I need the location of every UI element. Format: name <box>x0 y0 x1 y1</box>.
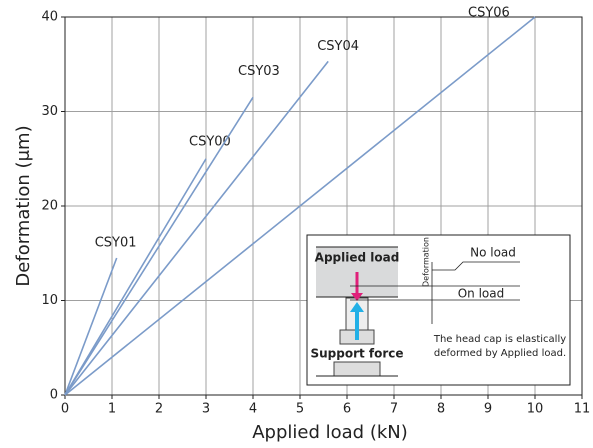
x-tick-label: 4 <box>249 402 257 417</box>
inset-diagram: Applied load Deformation No load On load… <box>306 234 571 386</box>
y-tick-label: 40 <box>41 10 58 25</box>
load-arrow-head <box>351 293 363 301</box>
support-arrow-head <box>350 302 364 312</box>
y-axis-title: Deformation (μm) <box>13 125 34 286</box>
base <box>333 361 381 377</box>
x-tick-label: 7 <box>390 402 398 417</box>
y-tick-label: 10 <box>41 293 58 308</box>
series-label: CSY03 <box>238 64 280 79</box>
plot-frame <box>64 16 583 396</box>
label-deformation: Deformation <box>422 237 431 287</box>
x-tick-label: 2 <box>155 402 163 417</box>
series-line <box>64 257 118 396</box>
y-tick-label: 0 <box>50 388 58 403</box>
label-on-load: On load <box>458 287 505 301</box>
plot-area: 0 1 2 3 4 5 6 7 8 9 10 11 0 10 20 30 40 CSY01 CSY00 CSY03 CS… <box>41 6 590 417</box>
series-line <box>64 16 536 396</box>
x-tick-label: 6 <box>343 402 351 417</box>
label-support-force: Support force <box>310 347 403 361</box>
y-tick-label: 20 <box>41 199 58 214</box>
series-label: CSY04 <box>317 39 359 54</box>
label-no-load: No load <box>470 246 516 260</box>
series-line <box>64 158 207 396</box>
x-tick-label: 11 <box>574 402 591 417</box>
series-label: CSY00 <box>189 134 231 149</box>
x-tick-label: 3 <box>202 402 210 417</box>
x-tick-label: 10 <box>527 402 544 417</box>
series-label: CSY06 <box>468 6 510 21</box>
x-tick-label: 8 <box>437 402 445 417</box>
series-line <box>64 60 329 396</box>
x-tick-label: 0 <box>61 402 69 417</box>
label-applied-load: Applied load <box>315 251 400 265</box>
x-tick-label: 9 <box>484 402 492 417</box>
x-tick-label: 1 <box>108 402 116 417</box>
x-axis-title: Applied load (kN) <box>252 422 408 443</box>
x-tick-label: 5 <box>296 402 304 417</box>
label-note: deformed by Applied load. <box>434 348 566 359</box>
series-line <box>64 96 254 396</box>
label-note: The head cap is elastically <box>433 334 566 345</box>
series-label: CSY01 <box>95 235 137 250</box>
y-tick-label: 30 <box>41 104 58 119</box>
leader <box>432 261 520 271</box>
